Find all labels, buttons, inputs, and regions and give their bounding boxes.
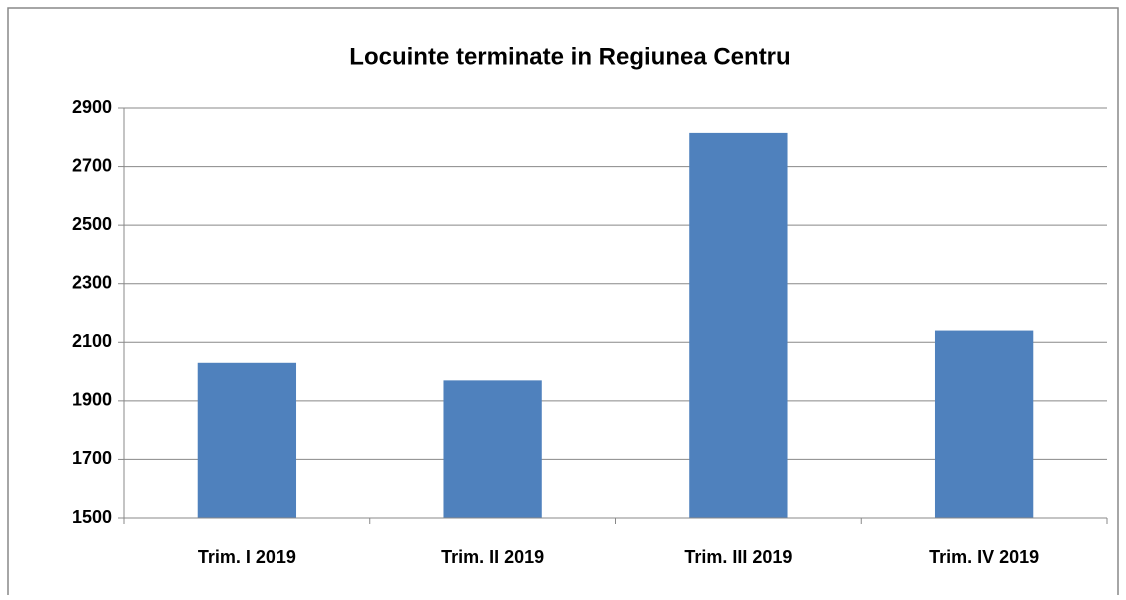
bar <box>443 380 542 518</box>
y-tick-label: 1900 <box>72 390 112 410</box>
bar <box>197 362 297 518</box>
x-tick-label: Trim. IV 2019 <box>929 547 1039 567</box>
y-tick-label: 2300 <box>72 272 112 292</box>
y-tick-label: 2900 <box>72 97 112 117</box>
y-tick-label: 2500 <box>72 214 112 234</box>
y-tick-label: 1500 <box>72 507 112 527</box>
chart-title: Locuinte terminate in Regiunea Centru <box>349 43 790 70</box>
y-tick-label: 2100 <box>72 331 112 351</box>
y-tick-label: 2700 <box>72 155 112 175</box>
y-tick-label: 1700 <box>72 448 112 468</box>
x-tick-label: Trim. I 2019 <box>198 547 296 567</box>
x-tick-label: Trim. II 2019 <box>441 547 544 567</box>
chart-frame <box>7 7 1119 599</box>
bar <box>689 132 788 518</box>
bar <box>934 330 1034 518</box>
x-tick-label: Trim. III 2019 <box>684 547 792 567</box>
